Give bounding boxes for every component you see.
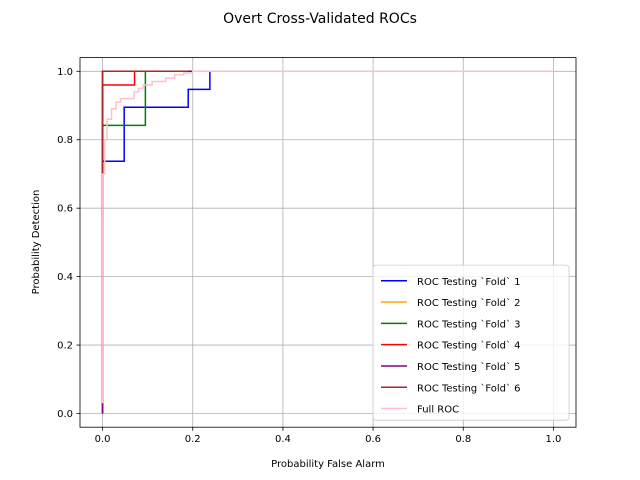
y-tick-label: 0.2 (57, 341, 73, 352)
legend-label: ROC Testing `Fold` 3 (417, 318, 521, 330)
y-axis-label: Probability Detection (31, 190, 42, 295)
y-tick-label: 0.4 (57, 272, 73, 283)
series-line-1 (101, 70, 554, 414)
x-tick-label: 1.0 (546, 434, 562, 445)
axes-frame (79, 57, 577, 428)
y-tick-label: 0.8 (57, 135, 73, 146)
x-axis-ticks: 0.0 0.2 0.4 0.6 0.8 1.0 (95, 427, 562, 445)
x-tick-label: 0.6 (365, 434, 381, 445)
legend-box (372, 264, 570, 421)
legend-label: ROC Testing `Fold` 6 (417, 382, 521, 394)
y-tick-label: 0.0 (57, 409, 73, 420)
series-line-6 (101, 70, 189, 222)
plot-area (101, 70, 554, 414)
x-tick-label: 0.4 (275, 434, 291, 445)
legend-label: ROC Testing `Fold` 1 (417, 276, 521, 288)
legend: ROC Testing `Fold` 1 ROC Testing `Fold` 2… (372, 264, 570, 421)
legend-label: ROC Testing `Fold` 5 (417, 361, 521, 373)
x-tick-label: 0.2 (185, 434, 201, 445)
legend-label: ROC Testing `Fold` 4 (417, 340, 521, 352)
x-tick-label: 0.8 (455, 434, 471, 445)
y-tick-label: 0.6 (57, 204, 73, 215)
series-line-7 (101, 70, 554, 404)
y-tick-label: 1.0 (57, 67, 73, 78)
chart-title: Overt Cross-Validated ROCs (223, 11, 417, 27)
x-axis-label: Probability False Alarm (271, 459, 385, 470)
legend-label: ROC Testing `Fold` 2 (417, 297, 521, 309)
x-tick-label: 0.0 (95, 434, 111, 445)
grid-lines (80, 57, 576, 428)
y-axis-ticks: 0.0 0.2 0.4 0.6 0.8 1.0 (57, 67, 80, 420)
legend-label: Full ROC (417, 405, 459, 416)
